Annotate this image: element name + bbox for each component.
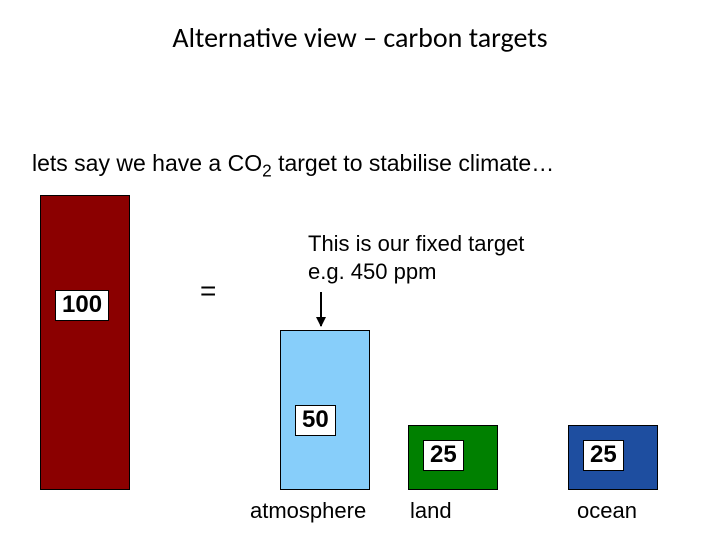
bar-land-label: 25 <box>423 440 464 471</box>
arrow-down-icon <box>320 292 322 326</box>
label-atmosphere: atmosphere <box>250 498 366 524</box>
target-annotation: This is our fixed target e.g. 450 ppm <box>308 230 524 285</box>
slide-subtitle: lets say we have a CO2 target to stabili… <box>32 150 554 182</box>
slide-title: Alternative view – carbon targets <box>0 20 720 55</box>
bar-atmosphere-label: 50 <box>295 405 336 436</box>
slide: Alternative view – carbon targets lets s… <box>0 0 720 540</box>
bar-total <box>40 195 130 490</box>
bar-ocean-label: 25 <box>583 440 624 471</box>
equals-sign: = <box>200 275 216 307</box>
label-ocean: ocean <box>577 498 637 524</box>
bar-total-label: 100 <box>55 290 109 321</box>
label-land: land <box>410 498 452 524</box>
subtitle-sub: 2 <box>262 161 272 181</box>
annotation-line2: e.g. 450 ppm <box>308 258 524 286</box>
annotation-line1: This is our fixed target <box>308 230 524 258</box>
subtitle-post: target to stabilise climate… <box>272 150 555 176</box>
subtitle-pre: lets say we have a CO <box>32 150 262 176</box>
